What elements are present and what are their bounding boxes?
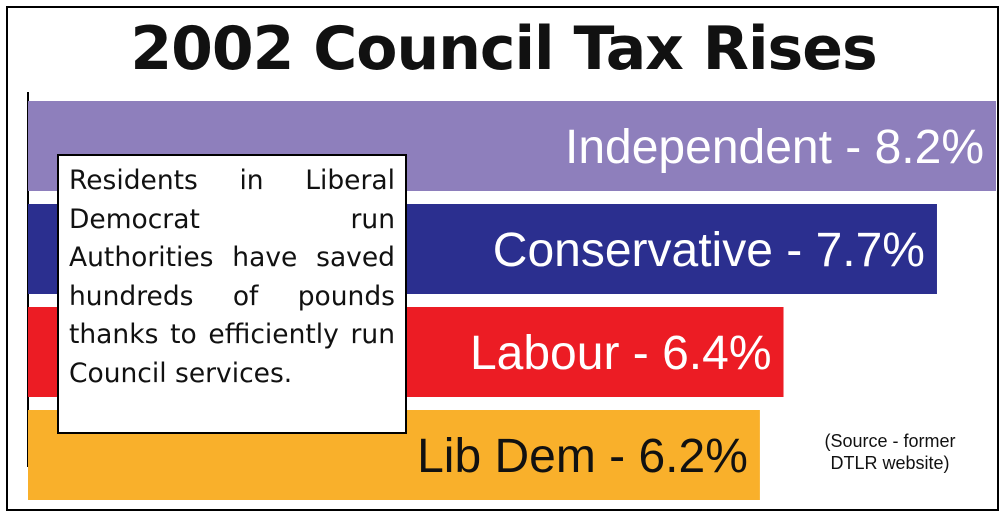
- bar-label-lib-dem: Lib Dem - 6.2%: [417, 430, 748, 483]
- bar-label-independent: Independent - 8.2%: [565, 121, 984, 174]
- source-line-1: (Source - former: [824, 431, 956, 451]
- chart-frame: [6, 6, 999, 511]
- callout-note: Residents in Liberal Democrat run Author…: [57, 154, 407, 434]
- source-note: (Source - former DTLR website): [800, 430, 980, 474]
- chart-title: 2002 Council Tax Rises: [130, 14, 877, 84]
- bar-label-labour: Labour - 6.4%: [470, 327, 772, 380]
- bar-label-conservative: Conservative - 7.7%: [493, 224, 925, 277]
- source-line-2: DTLR website): [830, 453, 950, 473]
